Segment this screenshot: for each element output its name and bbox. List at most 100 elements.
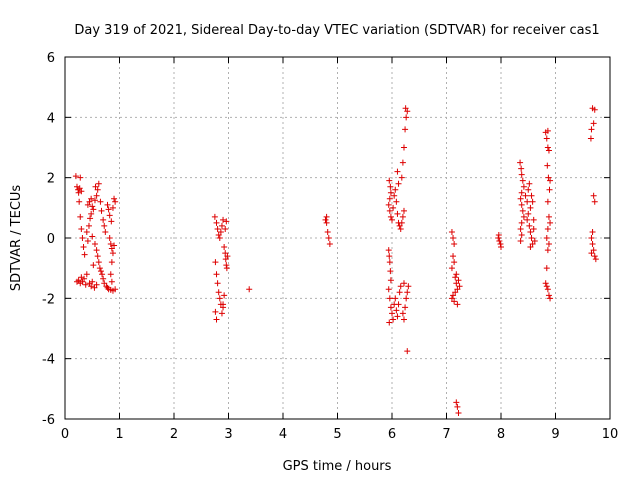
data-point [385,201,392,208]
data-point [405,283,412,290]
data-point [389,310,395,317]
data-point [526,222,533,229]
x-tick-label: 5 [333,427,341,442]
data-point [518,165,525,172]
data-point [390,316,397,323]
data-point [517,159,524,166]
data-point [455,277,462,284]
data-point [83,271,90,278]
data-point [394,168,401,175]
grid [65,57,610,419]
data-point [221,292,228,299]
data-point [545,213,552,220]
data-point [391,192,398,199]
data-point [109,204,116,211]
data-point [387,183,394,190]
data-point [453,280,460,287]
data-point [96,265,103,272]
data-point [452,274,459,281]
y-tick-label: -4 [42,353,55,368]
data-point [590,192,597,199]
data-point [498,244,504,251]
data-point [455,409,462,416]
data-point [91,197,98,204]
data-point [393,198,400,205]
data-points [72,105,599,416]
data-point [395,301,402,308]
data-point [93,247,100,254]
data-point [396,289,403,296]
y-tick-label: 4 [47,111,55,126]
data-point [105,206,112,213]
data-point [526,180,533,187]
data-point [76,185,83,192]
data-point [518,219,525,226]
x-tick-label: 4 [279,427,287,442]
data-point [91,284,98,291]
data-point [326,241,333,248]
data-point [386,253,393,260]
data-point [90,262,97,269]
data-point [543,135,550,142]
x-tick-label: 9 [551,427,559,442]
data-point [402,126,409,133]
data-point [495,235,502,241]
data-point [94,186,101,193]
data-point [545,147,552,154]
data-point [93,281,100,288]
data-point [222,225,229,232]
x-tick-label: 10 [602,427,619,442]
data-point [389,216,395,223]
data-point [496,238,503,245]
data-point [517,225,524,232]
y-axis-label: SDTVAR / TECUs [9,185,24,292]
data-point [75,189,82,196]
data-point [398,174,405,181]
data-point [497,241,504,248]
data-point [387,213,394,220]
data-point [397,283,404,290]
data-point [107,271,114,278]
data-point [84,201,91,208]
data-point [524,198,531,205]
data-point [82,281,89,288]
y-tick-label: 0 [47,232,55,247]
data-point [495,231,502,238]
data-point [87,215,94,222]
data-point [100,216,107,223]
data-point [322,216,329,223]
data-point [525,210,532,217]
data-point [89,203,96,210]
data-point [590,247,597,254]
data-point [590,120,597,127]
data-point [222,250,229,257]
data-point [94,253,101,260]
data-point [215,231,222,238]
data-point [386,195,393,202]
data-point [400,144,407,151]
data-point [517,238,524,245]
data-point [77,174,84,181]
data-point [109,250,116,257]
data-point [544,198,551,205]
data-point [531,238,538,245]
data-point [108,218,115,225]
x-axis-label: GPS time / hours [283,459,392,474]
plot-frame [64,56,611,420]
data-point [451,298,458,305]
data-point [592,256,599,263]
data-point [451,259,458,266]
data-point [452,289,459,296]
data-point [543,283,550,290]
data-point [211,213,218,220]
data-point [588,235,595,241]
data-point [81,275,88,282]
data-point [79,235,86,241]
data-point [214,225,221,232]
data-point [325,235,332,241]
data-point [223,265,230,272]
data-point [544,144,551,151]
data-point [398,219,405,226]
data-point [223,218,230,225]
data-point [112,286,119,293]
